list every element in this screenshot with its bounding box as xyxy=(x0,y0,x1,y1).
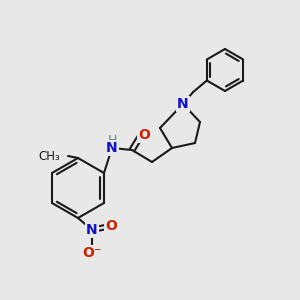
Text: N: N xyxy=(86,223,98,237)
Text: CH₃: CH₃ xyxy=(38,149,60,163)
Text: N: N xyxy=(106,141,118,155)
Text: N: N xyxy=(177,97,189,111)
Text: O: O xyxy=(138,128,150,142)
Text: O: O xyxy=(105,219,117,233)
Text: H: H xyxy=(107,134,117,148)
Text: O⁻: O⁻ xyxy=(82,246,102,260)
